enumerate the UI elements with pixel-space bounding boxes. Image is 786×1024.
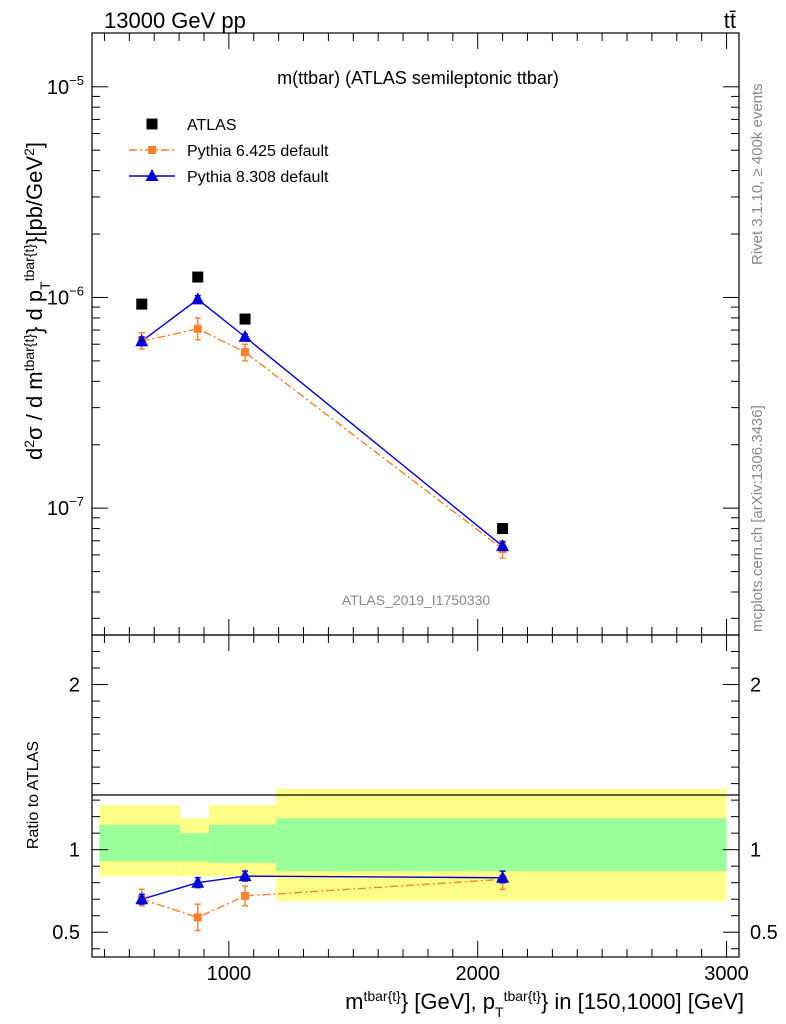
green-band	[208, 824, 277, 863]
legend: ATLAS Pythia 6.425 default Pythia 8.308 de…	[129, 117, 329, 186]
ratio-y-tick-label-right: 0.5	[750, 922, 778, 944]
x-tick-label: 1000	[207, 963, 252, 985]
series-line	[141, 298, 504, 547]
mcplots-label: mcplots.cern.ch [arXiv:1306.3436]	[749, 405, 766, 632]
svg-text:d2σ / d mtbar{t}} d pTtbar{t}}: d2σ / d mtbar{t}} d pTtbar{t}}[pb/GeV2]	[21, 142, 53, 460]
data-point	[135, 892, 149, 905]
legend-label: ATLAS	[187, 117, 237, 134]
legend-label: Pythia 8.308 default	[187, 169, 329, 186]
y-tick-label: 10−5	[47, 73, 84, 99]
series-line	[141, 328, 504, 550]
data-point	[145, 169, 159, 181]
process-label: tt̄	[724, 8, 736, 33]
x-tick-label: 2000	[455, 963, 500, 985]
data-point	[148, 146, 156, 154]
data-point	[239, 313, 251, 325]
data-point	[192, 271, 204, 283]
ratio-axis-ticks: 0.5 0.5 1 1 2 2 1000 2000 3000	[52, 635, 778, 985]
ratio-frame	[91, 634, 740, 958]
ratio-y-tick-label: 0.5	[52, 922, 80, 944]
svg-text:mtbar{t}} [GeV], pTtbar{t}} in: mtbar{t}} [GeV], pTtbar{t}} in [150,1000…	[345, 988, 744, 1020]
data-point	[238, 329, 252, 342]
ratio-y-axis-label: Ratio to ATLAS	[25, 741, 42, 849]
y-tick-label: 10−7	[47, 494, 84, 520]
data-point	[241, 891, 250, 900]
data-point	[496, 539, 510, 552]
energy-label: 13000 GeV pp	[104, 8, 246, 33]
data-point	[238, 869, 252, 882]
main-panel: m(ttbar) (ATLAS semileptonic ttbar) ATLA…	[21, 32, 740, 636]
y-tick-label: 10−6	[47, 283, 84, 309]
ratio-y-tick-label: 1	[69, 840, 80, 862]
ratio-y-tick-label: 2	[69, 675, 80, 697]
series-line	[141, 875, 503, 900]
data-point	[146, 118, 158, 130]
main-axis-ticks: 10−7 10−6 10−5	[47, 33, 739, 635]
x-axis-label: mtbar{t}} [GeV], pTtbar{t}} in [150,1000…	[345, 988, 744, 1020]
data-point	[193, 324, 202, 333]
data-point	[136, 298, 148, 310]
data-point	[191, 875, 205, 888]
main-y-axis-label: d2σ / d mtbar{t}} d pTtbar{t}}[pb/GeV2]	[21, 142, 53, 460]
green-band	[276, 818, 727, 872]
data-point	[193, 913, 202, 922]
series-line	[141, 878, 503, 919]
ratio-data-points	[135, 869, 510, 932]
main-data-points	[135, 271, 510, 559]
x-tick-label: 3000	[704, 963, 749, 985]
rivet-label: Rivet 3.1.10, ≥ 400k events	[749, 83, 766, 265]
data-point	[496, 870, 510, 883]
green-band	[180, 833, 209, 862]
data-point	[191, 292, 205, 305]
main-series-lines	[141, 298, 504, 550]
ratio-y-tick-label-right: 2	[750, 675, 761, 697]
main-title: m(ttbar) (ATLAS semileptonic ttbar)	[277, 68, 559, 88]
ratio-series-lines	[141, 875, 503, 919]
legend-label: Pythia 6.425 default	[187, 143, 329, 160]
data-point	[241, 348, 250, 357]
green-band	[99, 824, 181, 862]
ratio-uncertainty-bands	[99, 788, 727, 901]
ratio-y-tick-label-right: 1	[750, 840, 761, 862]
data-point	[497, 523, 509, 535]
watermark: ATLAS_2019_I1750330	[342, 592, 491, 608]
ratio-panel: 0.5 0.5 1 1 2 2 1000 2000 3000 Ratio to ATLAS mt…	[25, 634, 778, 1020]
data-point	[135, 334, 149, 347]
